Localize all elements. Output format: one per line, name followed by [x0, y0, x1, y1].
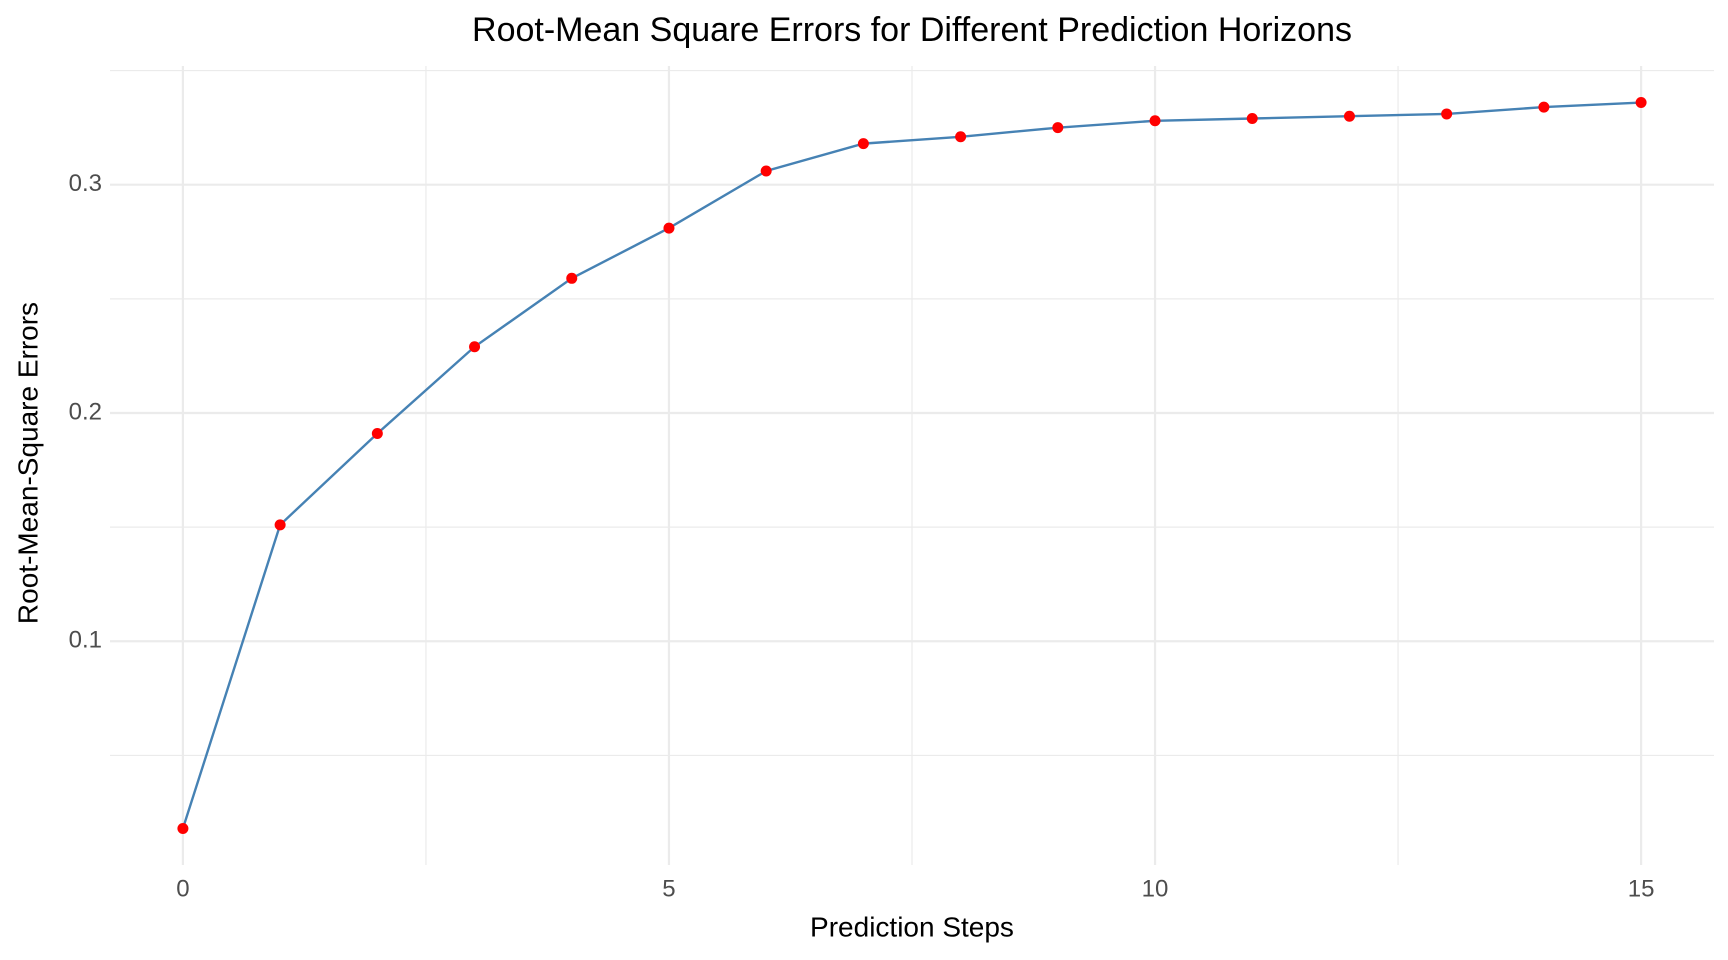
data-point — [955, 131, 967, 143]
series-line — [181, 101, 1642, 829]
y-tick-label: 0.3 — [69, 170, 102, 197]
data-point — [1246, 113, 1258, 125]
data-point — [1635, 97, 1647, 109]
data-point — [1441, 108, 1453, 120]
y-tick-label: 0.1 — [69, 627, 102, 654]
data-point — [566, 272, 578, 284]
data-point — [469, 341, 481, 353]
data-point — [1343, 110, 1355, 122]
data-point — [1538, 101, 1550, 113]
chart-title: Root-Mean Square Errors for Different Pr… — [472, 11, 1352, 49]
data-point — [1149, 115, 1161, 127]
y-tick-label: 0.2 — [69, 398, 102, 425]
data-point — [371, 428, 383, 440]
x-tick-label: 10 — [1142, 875, 1169, 902]
x-axis-label: Prediction Steps — [810, 911, 1014, 942]
y-axis-label: Root-Mean-Square Errors — [12, 302, 43, 624]
data-point — [663, 222, 675, 234]
data-point — [274, 519, 286, 531]
data-point — [760, 165, 772, 177]
data-point — [1052, 122, 1064, 134]
data-point — [857, 138, 869, 150]
x-tick-label: 15 — [1628, 875, 1655, 902]
x-tick-label: 5 — [662, 875, 675, 902]
data-point — [177, 822, 189, 834]
x-tick-label: 0 — [176, 875, 189, 902]
